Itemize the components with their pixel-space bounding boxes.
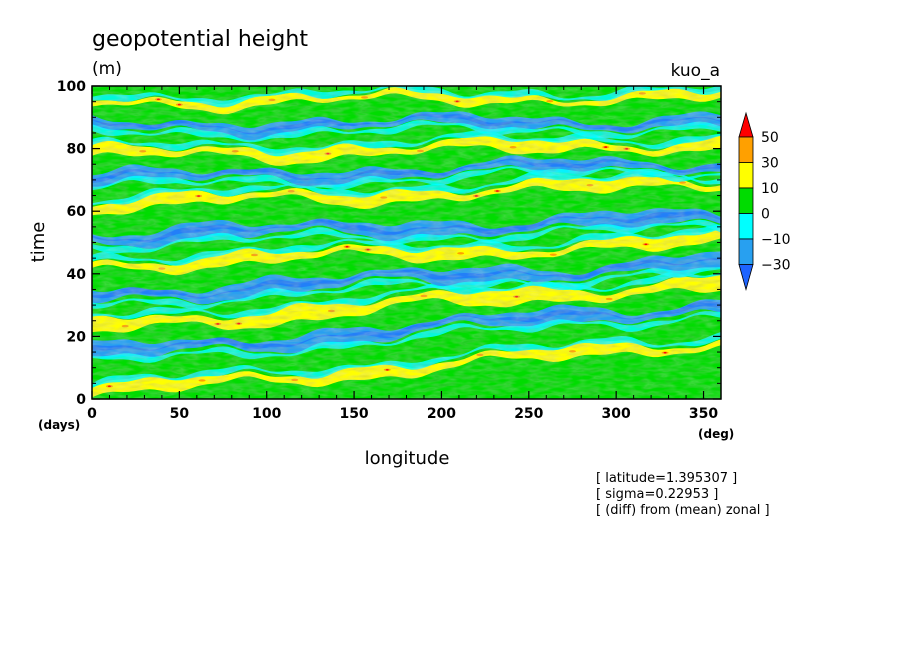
- x-axis: 0 50 100 150 200 250 300 350: [87, 86, 718, 422]
- colorbar-label: 10: [761, 181, 779, 197]
- heatmap-texture: [92, 86, 721, 399]
- colorbar-extend-bottom: [738, 264, 754, 291]
- run-label: kuo_a: [671, 61, 720, 81]
- colorbar-segment: [738, 213, 754, 240]
- colorbar-segment: [738, 187, 754, 214]
- heatmap-plot-area: [92, 86, 721, 399]
- y-axis: 0 20 40 60 80 100: [57, 79, 721, 408]
- x-tick-label: 300: [602, 406, 631, 422]
- x-tick-label: 350: [689, 406, 718, 422]
- x-tick-label: 0: [87, 406, 97, 422]
- colorbar-extend-top: [738, 111, 754, 138]
- colorbar-label: −30: [761, 258, 791, 274]
- y-tick-label: 60: [67, 204, 87, 220]
- x-axis-label: longitude: [365, 448, 450, 469]
- colorbar-label: 50: [761, 130, 779, 146]
- chart-title: geopotential height: [92, 27, 308, 52]
- colorbar-label: 0: [761, 207, 770, 223]
- y-axis-label: time: [28, 222, 49, 263]
- x-axis-unit: (deg): [698, 427, 734, 441]
- annotation-latitude: [ latitude=1.395307 ]: [596, 471, 737, 486]
- y-tick-label: 40: [67, 267, 87, 283]
- annotation-diff: [ (diff) from (mean) zonal ]: [596, 503, 770, 518]
- x-tick-label: 200: [427, 406, 456, 422]
- x-tick-label: 150: [339, 406, 368, 422]
- x-tick-label: 100: [252, 406, 281, 422]
- annotation-sigma: [ sigma=0.22953 ]: [596, 487, 718, 502]
- x-tick-label: 250: [514, 406, 543, 422]
- colorbar-segment: [738, 238, 754, 265]
- y-axis-unit: (days): [38, 418, 80, 432]
- y-tick-label: 80: [67, 142, 87, 158]
- x-tick-label: 50: [170, 406, 190, 422]
- y-tick-label: 0: [76, 392, 86, 408]
- colorbar-segment: [738, 162, 754, 189]
- y-tick-label: 20: [67, 329, 87, 345]
- chart-units: (m): [92, 59, 122, 79]
- colorbar-label: 30: [761, 156, 779, 172]
- colorbar-segment: [738, 136, 754, 163]
- y-tick-label: 100: [57, 79, 86, 95]
- colorbar: 50 30 10 0 −10 −30: [738, 111, 791, 291]
- colorbar-label: −10: [761, 232, 791, 248]
